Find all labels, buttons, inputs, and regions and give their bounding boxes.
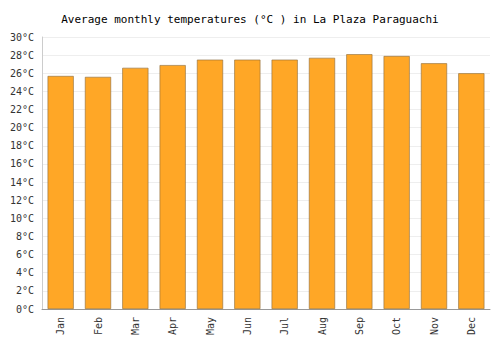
svg-text:Jan: Jan (55, 317, 66, 335)
svg-text:24°C: 24°C (10, 86, 34, 97)
svg-text:Jul: Jul (279, 317, 290, 335)
svg-text:8°C: 8°C (16, 231, 34, 242)
svg-text:0°C: 0°C (16, 304, 34, 315)
svg-text:30°C: 30°C (10, 32, 34, 43)
svg-text:12°C: 12°C (10, 195, 34, 206)
svg-text:10°C: 10°C (10, 213, 34, 224)
svg-text:Sep: Sep (354, 317, 365, 335)
svg-text:Oct: Oct (391, 317, 402, 335)
svg-text:Jun: Jun (242, 317, 253, 335)
svg-text:16°C: 16°C (10, 158, 34, 169)
svg-text:6°C: 6°C (16, 249, 34, 260)
svg-text:Aug: Aug (317, 317, 328, 335)
svg-text:14°C: 14°C (10, 177, 34, 188)
svg-text:2°C: 2°C (16, 285, 34, 296)
svg-text:4°C: 4°C (16, 267, 34, 278)
svg-text:Feb: Feb (93, 317, 104, 335)
svg-text:22°C: 22°C (10, 104, 34, 115)
svg-text:May: May (205, 317, 216, 335)
svg-text:Average monthly temperatures (: Average monthly temperatures (°C ) in La… (61, 13, 439, 26)
svg-text:Mar: Mar (130, 317, 141, 335)
svg-text:18°C: 18°C (10, 140, 34, 151)
svg-text:Dec: Dec (466, 317, 477, 335)
svg-text:Nov: Nov (429, 317, 440, 335)
svg-text:20°C: 20°C (10, 122, 34, 133)
svg-text:Apr: Apr (167, 317, 178, 335)
svg-text:28°C: 28°C (10, 50, 34, 61)
svg-text:26°C: 26°C (10, 68, 34, 79)
